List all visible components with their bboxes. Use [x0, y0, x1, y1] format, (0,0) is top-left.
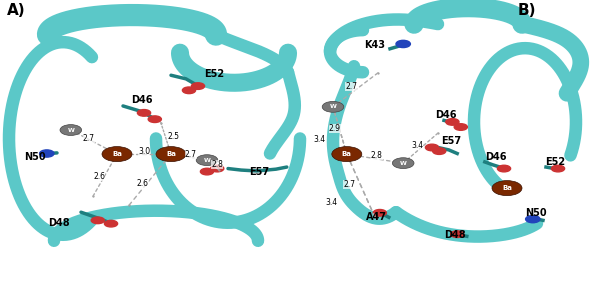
Text: E57: E57 — [442, 136, 462, 147]
Text: 2.6: 2.6 — [137, 179, 149, 188]
Circle shape — [137, 110, 151, 116]
Text: Ba: Ba — [502, 185, 512, 191]
Circle shape — [191, 83, 205, 89]
Circle shape — [373, 209, 386, 216]
Text: E52: E52 — [204, 69, 224, 79]
Circle shape — [392, 158, 414, 169]
Text: 2.9: 2.9 — [329, 124, 341, 133]
Circle shape — [497, 165, 511, 172]
Circle shape — [91, 217, 104, 224]
Text: N50: N50 — [525, 208, 547, 218]
Circle shape — [211, 165, 224, 172]
Text: D46: D46 — [435, 110, 457, 120]
Text: 2.6: 2.6 — [93, 172, 105, 181]
Text: W: W — [203, 158, 211, 163]
Text: Ba: Ba — [112, 151, 122, 157]
Circle shape — [148, 116, 161, 123]
Circle shape — [492, 181, 522, 196]
Text: D46: D46 — [131, 95, 152, 105]
Circle shape — [451, 231, 464, 237]
Circle shape — [396, 40, 410, 48]
Text: D46: D46 — [485, 152, 506, 162]
Text: 2.7: 2.7 — [345, 82, 357, 91]
Circle shape — [446, 119, 459, 125]
Text: 2.8: 2.8 — [211, 160, 223, 169]
Text: 2.5: 2.5 — [168, 132, 180, 141]
Text: 3.4: 3.4 — [411, 141, 423, 150]
Circle shape — [196, 155, 218, 166]
Text: D48: D48 — [444, 230, 466, 240]
Text: B): B) — [517, 3, 536, 18]
Circle shape — [102, 147, 132, 162]
Circle shape — [433, 148, 446, 154]
Text: A): A) — [7, 3, 26, 18]
Text: K43: K43 — [364, 40, 385, 50]
Text: A47: A47 — [366, 212, 387, 222]
Text: W: W — [67, 128, 74, 132]
Circle shape — [156, 147, 186, 162]
Text: Ba: Ba — [342, 151, 352, 157]
Text: 2.8: 2.8 — [371, 150, 383, 160]
Text: Ba: Ba — [166, 151, 176, 157]
Text: 2.7: 2.7 — [83, 134, 95, 143]
Circle shape — [332, 147, 362, 162]
Text: 2.7: 2.7 — [343, 180, 355, 189]
Text: W: W — [329, 104, 337, 109]
Text: 3.0: 3.0 — [138, 147, 150, 156]
FancyBboxPatch shape — [0, 0, 294, 301]
Circle shape — [322, 101, 344, 112]
Text: D48: D48 — [48, 218, 70, 228]
Text: 2.7: 2.7 — [185, 150, 197, 159]
Circle shape — [182, 87, 196, 94]
Circle shape — [526, 216, 540, 223]
Circle shape — [425, 144, 439, 151]
Text: W: W — [400, 161, 407, 166]
Circle shape — [104, 220, 118, 227]
Text: N50: N50 — [24, 152, 46, 162]
Circle shape — [551, 165, 565, 172]
Circle shape — [60, 125, 82, 135]
Circle shape — [200, 168, 214, 175]
Text: E57: E57 — [250, 167, 270, 177]
Text: E52: E52 — [545, 157, 565, 167]
FancyBboxPatch shape — [300, 0, 600, 301]
Circle shape — [454, 124, 467, 130]
Text: 3.4: 3.4 — [325, 198, 337, 207]
Text: 3.4: 3.4 — [313, 135, 325, 144]
Circle shape — [40, 150, 54, 157]
